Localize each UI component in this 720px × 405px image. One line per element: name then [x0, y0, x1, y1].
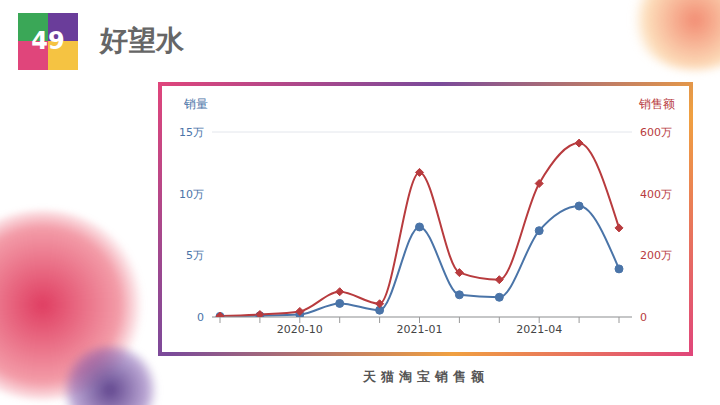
svg-text:5万: 5万 [186, 249, 204, 262]
svg-text:200万: 200万 [640, 249, 672, 262]
svg-text:2021-01: 2021-01 [397, 323, 443, 336]
svg-text:600万: 600万 [640, 126, 672, 139]
html-text:49: 49 [31, 27, 65, 55]
svg-text:0: 0 [197, 311, 204, 324]
html-text:销量: 销量 [184, 97, 208, 111]
svg-text:2021-04: 2021-04 [516, 323, 562, 336]
svg-text:10万: 10万 [179, 188, 204, 201]
html-text:好望水: 好望水 [100, 24, 184, 57]
html-text:天猫淘宝销售额: 天猫淘宝销售额 [362, 369, 489, 384]
svg-text:2020-10: 2020-10 [277, 323, 323, 336]
svg-text:400万: 400万 [640, 188, 672, 201]
svg-text:0: 0 [640, 311, 647, 324]
html-text:销售额: 销售额 [639, 97, 675, 111]
svg-text:15万: 15万 [179, 126, 204, 139]
